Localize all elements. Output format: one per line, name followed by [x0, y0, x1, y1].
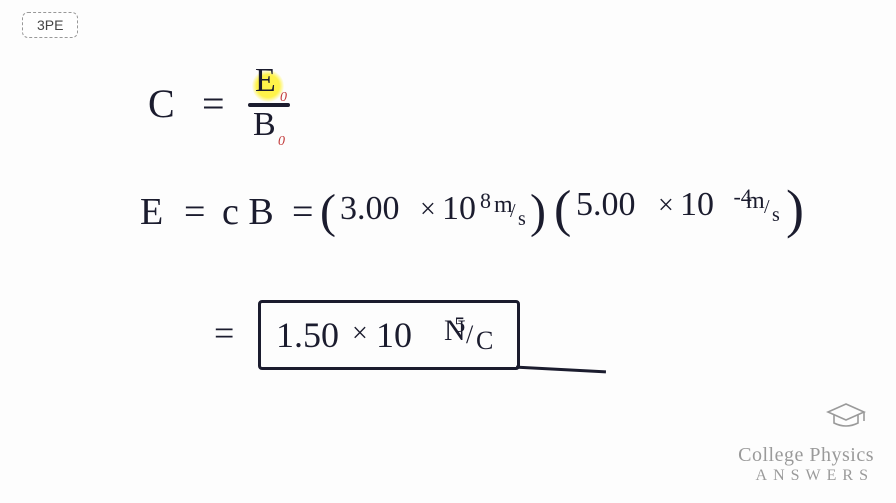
eq2-u1-slash: /	[510, 200, 516, 223]
eq2-u1-bot: s	[518, 208, 526, 231]
eq3-times: ×	[352, 318, 368, 350]
eq2-v1: 3.00	[340, 190, 400, 228]
graduation-cap-icon	[824, 401, 868, 431]
eq2-eq2: =	[292, 190, 313, 234]
eq2-eq1: =	[184, 190, 205, 234]
eq2-p1-close: )	[530, 184, 546, 239]
eq2-times2: ×	[658, 190, 674, 222]
eq3-u-bot: C	[476, 326, 493, 356]
eq3-u-top: N	[444, 314, 466, 348]
eq2-exp1: 8	[480, 188, 491, 213]
eq2-ten1: 10	[442, 190, 476, 228]
eq3-u-slash: /	[466, 320, 473, 350]
eq2-cB: c B	[222, 190, 274, 234]
eq2-times1: ×	[420, 194, 436, 226]
eq2-u2-top: m	[746, 188, 765, 215]
eq2-p1-open: (	[320, 184, 336, 239]
eq3-ten: 10	[376, 314, 412, 356]
problem-badge-label: 3PE	[37, 17, 63, 33]
eq2-E: E	[140, 190, 163, 234]
eq1-denominator: B	[253, 106, 276, 144]
eq1-c: C	[148, 80, 175, 127]
eq2-p2-close: )	[786, 178, 804, 240]
eq1-den-sub: 0	[278, 134, 285, 150]
eq3-mant: 1.50	[276, 314, 339, 356]
eq2-u2-slash: /	[764, 196, 770, 219]
answer-box-tail	[516, 366, 606, 374]
eq2-v2: 5.00	[576, 186, 636, 224]
eq1-numerator: E	[255, 62, 276, 100]
eq3-equals: =	[214, 312, 234, 354]
eq1-equals: =	[202, 80, 225, 127]
brand-line2: ANSWERS	[738, 467, 874, 485]
eq2-u2-bot: s	[772, 204, 780, 227]
eq2-ten2: 10	[680, 186, 714, 224]
eq2-p2-open: (	[554, 180, 571, 239]
brand-line1: College Physics	[738, 444, 874, 467]
problem-badge: 3PE	[22, 12, 78, 38]
brand-logo: College Physics ANSWERS	[738, 444, 874, 485]
